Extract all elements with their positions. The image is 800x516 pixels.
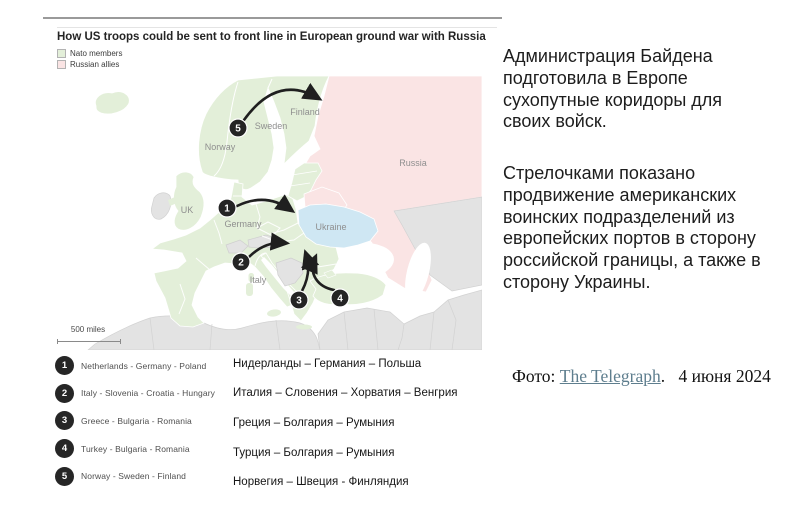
- map-legend: Nato members Russian allies: [57, 48, 122, 70]
- annotation-paragraph-1: Администрация Байдена подготовила в Евро…: [503, 46, 723, 132]
- route-item: 4 Turkey - Bulgaria - Romania: [55, 435, 215, 463]
- photo-prefix: Фото:: [512, 366, 556, 386]
- map-badge-5: [228, 118, 248, 138]
- route-arrow-1: [235, 194, 296, 214]
- europe-map: Norway Sweden Finland Russia UK Germany …: [87, 76, 482, 350]
- route-badge: 5: [55, 466, 74, 486]
- route-list-en: 1 Netherlands - Germany - Poland 2 Italy…: [55, 352, 215, 490]
- label-sweden: Sweden: [255, 121, 288, 131]
- top-rule: [43, 17, 502, 19]
- route-label-en: Turkey - Bulgaria - Romania: [81, 443, 190, 454]
- region-middle-east: [317, 307, 405, 350]
- route-item: 5 Norway - Sweden - Finland: [55, 462, 215, 490]
- map-title: How US troops could be sent to front lin…: [57, 31, 486, 43]
- route-item: 3 Greece - Bulgaria - Romania: [55, 407, 215, 435]
- route-arrow-2: [247, 232, 291, 259]
- russian-allies-swatch: [57, 60, 66, 69]
- top-rule-secondary: [57, 27, 497, 28]
- photo-credit: Фото: The Telegraph. 4 июня 2024: [512, 366, 771, 387]
- country-ukraine: [297, 203, 379, 249]
- route-badge: 2: [55, 383, 74, 403]
- map-badge-1: [217, 198, 237, 218]
- svg-text:2: 2: [238, 258, 244, 269]
- country-ireland: [151, 192, 172, 220]
- map-route-badges: 1 2 3 4 5: [217, 118, 350, 310]
- region-baltics: [287, 162, 323, 202]
- route-label-ru: Нидерланды – Германия – Польша: [233, 357, 422, 370]
- label-ukraine: Ukraine: [315, 222, 346, 232]
- country-uk: [173, 171, 205, 231]
- black-sea: [328, 242, 394, 280]
- svg-text:5: 5: [235, 124, 241, 135]
- route-item: 1 Netherlands - Germany - Poland: [55, 352, 215, 380]
- route-label-en: Norway - Sweden - Finland: [81, 471, 187, 482]
- legend-item-nato: Nato members: [57, 48, 122, 59]
- label-uk: UK: [181, 205, 194, 215]
- country-turkey: [309, 272, 387, 305]
- legend-label-nato: Nato members: [70, 49, 123, 58]
- scale-bar: [57, 339, 121, 344]
- label-finland: Finland: [290, 107, 320, 117]
- map-badge-2: [231, 252, 251, 272]
- route-label-en: Netherlands - Germany - Poland: [81, 360, 207, 371]
- country-switzerland: [225, 239, 249, 254]
- map-badge-4: [330, 288, 350, 308]
- route-label-ru: Турция – Болгария – Румыния: [233, 446, 395, 459]
- label-germany: Germany: [224, 219, 262, 229]
- route-label-ru: Греция – Болгария – Румыния: [233, 416, 395, 429]
- route-label-ru: Норвегия – Швеция - Финляндия: [233, 476, 409, 489]
- label-italy: Italy: [250, 275, 267, 285]
- route-item: 2 Italy - Slovenia - Croatia - Hungary: [55, 380, 215, 408]
- legend-label-russian-allies: Russian allies: [70, 60, 120, 69]
- photo-date: 4 июня 2024: [678, 366, 771, 386]
- route-arrow-5: [242, 82, 323, 122]
- caspian-sea: [405, 242, 431, 302]
- route-badge: 4: [55, 439, 74, 459]
- route-badge: 3: [55, 411, 74, 431]
- map-badge-3: [289, 290, 309, 310]
- route-label-ru: Италия – Словения – Хорватия – Венгрия: [233, 387, 458, 400]
- photo-source-link[interactable]: The Telegraph: [559, 366, 661, 386]
- region-kazakhstan: [393, 196, 482, 292]
- label-norway: Norway: [205, 142, 236, 152]
- legend-item-russian-allies: Russian allies: [57, 59, 122, 70]
- route-label-en: Italy - Slovenia - Croatia - Hungary: [81, 388, 215, 399]
- route-arrow-4: [300, 253, 336, 292]
- svg-text:1: 1: [224, 204, 230, 215]
- nato-members-swatch: [57, 49, 66, 58]
- route-label-en: Greece - Bulgaria - Romania: [81, 415, 192, 426]
- svg-text:4: 4: [337, 294, 343, 305]
- scale-label: 500 miles: [70, 325, 106, 334]
- svg-text:3: 3: [296, 296, 302, 307]
- region-scandinavia: [198, 76, 330, 190]
- photo-suffix: .: [660, 366, 666, 386]
- region-western-balkans: [275, 257, 304, 287]
- route-badge: 1: [55, 356, 74, 376]
- region-north-africa: [87, 315, 321, 350]
- route-list-ru: Нидерланды – Германия – Польша Италия – …: [233, 349, 457, 497]
- annotation-paragraph-2: Стрелочками показано продвижение америка…: [503, 163, 761, 292]
- label-russia: Russia: [399, 158, 427, 168]
- country-iceland: [95, 91, 130, 115]
